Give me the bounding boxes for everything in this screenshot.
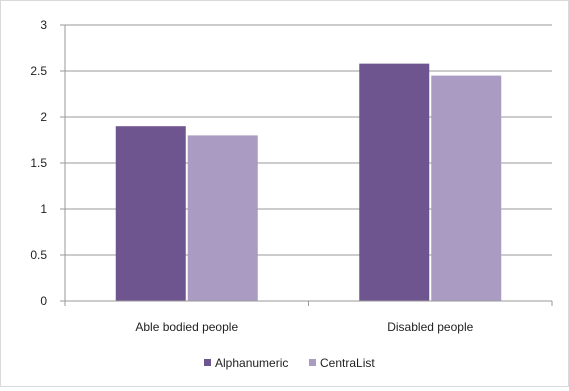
- legend: Alphanumeric CentraList: [204, 356, 375, 370]
- x-category-label: Able bodied people: [135, 320, 238, 334]
- y-tick-label: 1: [40, 202, 47, 216]
- y-tick-label: 2: [40, 110, 47, 124]
- legend-label: CentraList: [320, 356, 375, 370]
- x-axis-categories: Able bodied people Disabled people: [135, 320, 473, 334]
- bar-centralist-0: [187, 135, 258, 301]
- y-tick-label: 3: [40, 18, 47, 32]
- axes: [64, 25, 553, 306]
- y-tick-label: 0.5: [30, 248, 47, 262]
- bar-alphanumeric-1: [359, 63, 430, 301]
- y-tick-label: 2.5: [30, 64, 47, 78]
- y-tick-label: 1.5: [30, 156, 47, 170]
- y-axis-ticks: 0 0.5 1 1.5 2 2.5 3: [30, 18, 65, 308]
- bars: [115, 63, 502, 301]
- legend-label: Alphanumeric: [215, 356, 288, 370]
- bar-alphanumeric-0: [115, 126, 186, 301]
- legend-swatch: [309, 359, 316, 366]
- y-tick-label: 0: [40, 294, 47, 308]
- x-category-label: Disabled people: [387, 320, 473, 334]
- bar-centralist-1: [431, 75, 502, 301]
- legend-swatch: [204, 359, 211, 366]
